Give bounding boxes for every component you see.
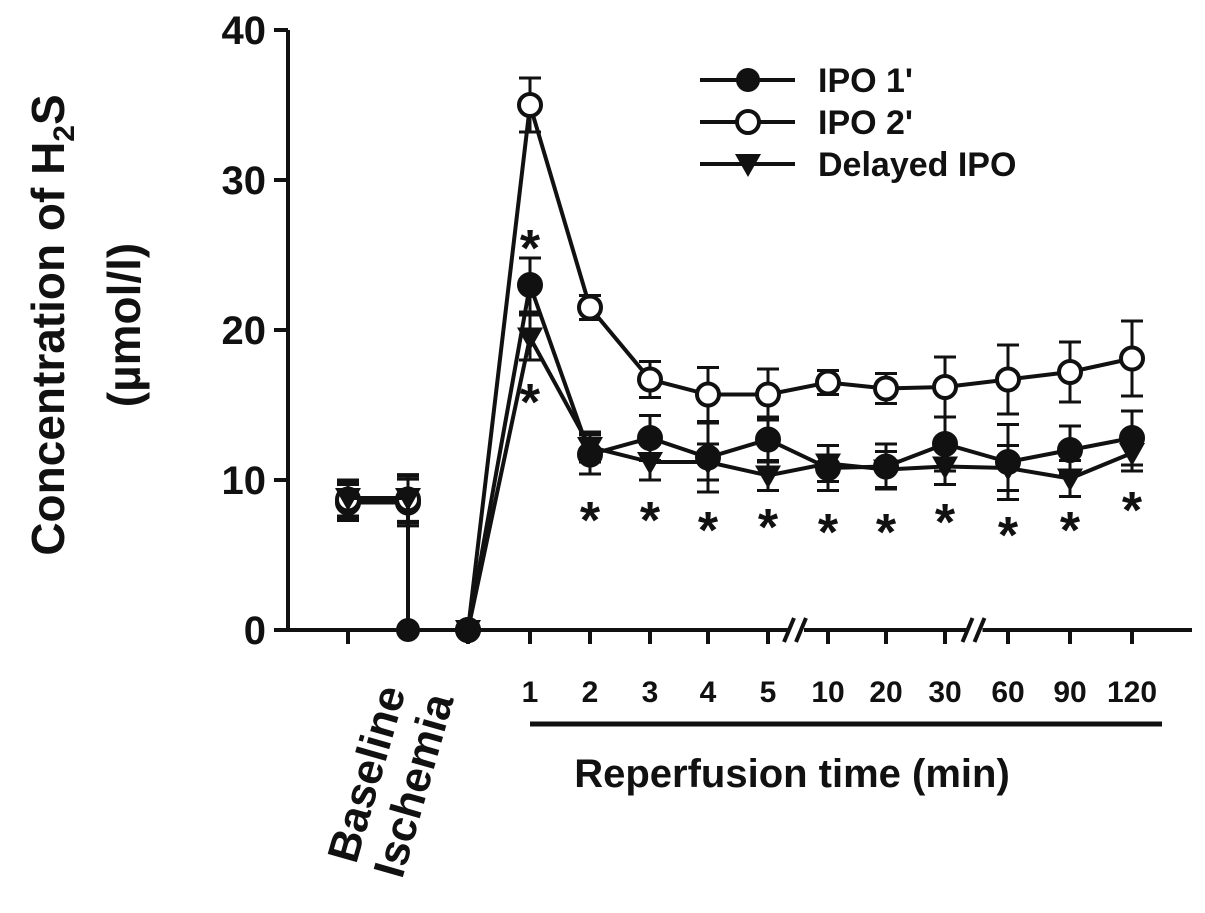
series-3-point-10 (932, 456, 958, 480)
series-3-point-6 (695, 452, 721, 475)
x-axis-break-mark-0b (794, 617, 808, 643)
series-3-point-5 (637, 452, 663, 475)
x-tick-label-5: 5 (760, 676, 777, 709)
significance-star-below-3: * (640, 492, 661, 550)
series-1-point-3 (517, 272, 543, 298)
y-tick-label-20: 20 (222, 309, 267, 353)
x-tick-label-3: 3 (642, 676, 659, 709)
legend-label-1: IPO 1' (818, 62, 913, 100)
legend-marker-3 (735, 154, 761, 177)
y-tick-label-30: 30 (222, 159, 267, 203)
x-tick-label-4: 4 (700, 676, 717, 709)
significance-star-below-20: * (876, 504, 897, 562)
significance-star-below-60: * (998, 507, 1019, 565)
legend-marker-1 (736, 68, 760, 92)
y-tick-label-40: 40 (222, 9, 267, 53)
series-3-point-0 (335, 488, 361, 511)
series-2-point-9 (873, 375, 899, 402)
y-axis-title-line1: Concentration of H2S (22, 94, 81, 555)
legend: IPO 1' IPO 2' Delayed IPO (700, 62, 1016, 184)
significance-star-below-4: * (698, 502, 719, 560)
series-2-point-10 (932, 374, 958, 400)
x-tick-label-10: 10 (811, 676, 844, 709)
significance-star-below-120: * (1122, 482, 1143, 540)
series-1-point-7 (755, 426, 781, 453)
series-3-point-12 (1057, 468, 1083, 492)
x-tick-label-30: 30 (928, 676, 961, 709)
series-3-point-9 (873, 459, 899, 483)
x-tick-label-90: 90 (1053, 676, 1086, 709)
x-tick-label-2: 2 (582, 676, 599, 709)
series-3-point-7 (755, 465, 781, 489)
plot-area: * * * * * * * * * * * * (335, 76, 1145, 643)
x-axis-break-mark-1b (972, 617, 987, 643)
y-axis-title-main: Concentration of H (22, 142, 74, 556)
series-3-reperfusion-line (466, 331, 1133, 631)
x-tick-label-20: 20 (869, 676, 902, 709)
significance-star-below-10: * (818, 504, 839, 562)
x-axis-title: Reperfusion time (min) (574, 752, 1010, 796)
x-tick-label-1: 1 (522, 676, 539, 709)
series-2-point-4 (577, 294, 603, 321)
series-1-reperfusion-line (466, 277, 1133, 631)
significance-star-above-1: * (520, 220, 541, 278)
series-2-point-8 (815, 369, 841, 396)
series-2-point-12 (1057, 359, 1083, 385)
series-2-point-5 (637, 366, 663, 393)
reperfusion-start-zero-point (456, 618, 480, 642)
y-axis-title-tail: S (22, 94, 74, 125)
x-axis-break-mark-0a (782, 617, 796, 643)
x-tick-label-120: 120 (1107, 676, 1157, 709)
significance-star-below-5: * (758, 499, 779, 557)
significance-star-below-90: * (1060, 502, 1081, 560)
series-2-point-13 (1119, 345, 1145, 372)
series-1 (335, 256, 1145, 643)
series-3-point-3 (517, 327, 543, 351)
series-2-point-6 (695, 381, 721, 408)
significance-star-below-1: * (520, 374, 541, 432)
series-1-point-12 (1057, 437, 1083, 463)
series-3 (335, 313, 1145, 643)
legend-marker-2 (735, 109, 761, 135)
legend-label-3: Delayed IPO (818, 146, 1016, 184)
series-2-reperfusion-line (466, 104, 1133, 631)
series-2-point-3 (517, 92, 543, 118)
legend-label-2: IPO 2' (818, 104, 913, 142)
y-tick-label-0: 0 (244, 609, 266, 653)
ischemia-zero-point (396, 618, 420, 642)
series-3-point-11 (995, 458, 1021, 481)
series-3-point-4 (577, 437, 603, 460)
series-3-point-8 (815, 453, 841, 477)
x-axis-break-mark-1a (960, 617, 975, 643)
significance-star-below-30: * (935, 494, 956, 552)
y-axis-title-subscript: 2 (48, 125, 81, 142)
y-axis-title: Concentration of H2S (µmol/l) (22, 94, 150, 555)
y-axis-unit: (µmol/l) (98, 243, 150, 407)
y-tick-label-10: 10 (222, 459, 267, 503)
series-2-point-11 (995, 366, 1021, 393)
series-2-point-7 (755, 381, 781, 408)
significance-star-below-2: * (580, 492, 601, 550)
x-tick-label-60: 60 (991, 676, 1024, 709)
series-3-point-13 (1119, 443, 1145, 466)
